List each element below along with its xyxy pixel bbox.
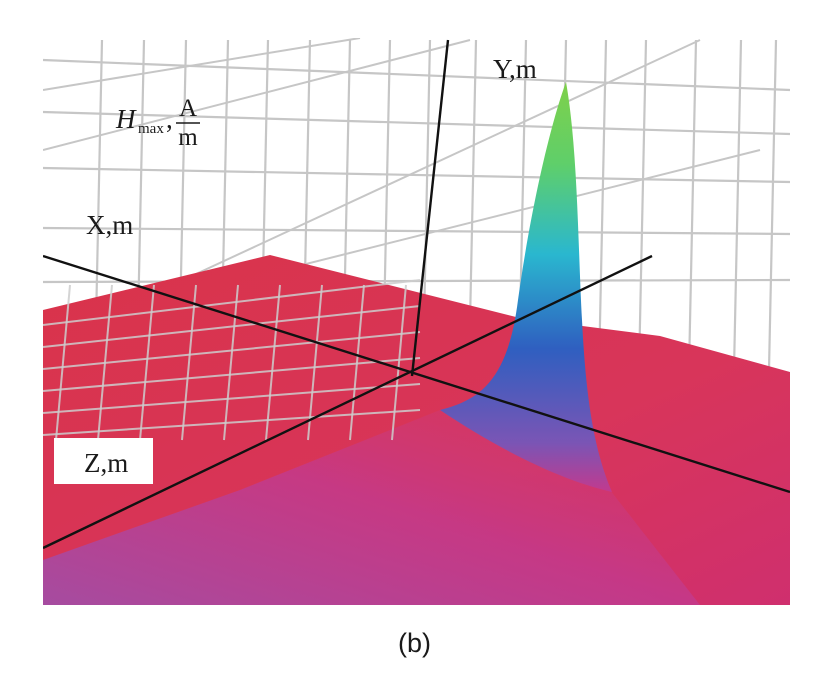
z-axis-line [43, 254, 653, 550]
value-comma: , [166, 104, 173, 134]
z-axis-label: Z,m [84, 448, 128, 478]
floor-grid-line [55, 284, 71, 441]
x-axis-line [43, 254, 790, 494]
floor-grid-line [43, 279, 421, 326]
unit-numerator: A [179, 95, 197, 122]
grid-line-horizontal [43, 166, 790, 184]
floor-grid-line [139, 284, 155, 441]
floor-grid-line [181, 284, 197, 441]
floor-grid-line [265, 284, 281, 441]
y-axis-label: Y,m [493, 54, 537, 84]
floor-grid-line [43, 409, 421, 436]
floor-grid-line [97, 284, 113, 441]
grid-line-depth [43, 39, 471, 151]
floor-grid-line [223, 284, 239, 441]
figure-caption: (b) [398, 628, 431, 658]
grid-line-depth [139, 39, 701, 301]
floor-grid [43, 279, 421, 441]
y-axis-line [410, 39, 450, 377]
floor-grid-line [43, 305, 421, 348]
z-label-box [54, 438, 153, 484]
floor-grid-line [43, 383, 421, 414]
grid-line-depth [43, 38, 361, 91]
floor-grid-line [307, 284, 323, 441]
value-axis-label: H max , A m [115, 95, 200, 151]
floor-grid-line [391, 284, 407, 441]
value-symbol: H [115, 104, 137, 134]
floor-grid-line [349, 284, 365, 441]
axis-lines [43, 39, 790, 550]
value-subscript: max [138, 121, 164, 137]
grid-line-horizontal [43, 58, 790, 92]
unit-denominator: m [178, 124, 198, 151]
x-axis-label: X,m [86, 210, 133, 240]
grid-line-horizontal [43, 110, 790, 136]
grid-line-horizontal [43, 226, 790, 236]
surface-peak [440, 82, 612, 492]
